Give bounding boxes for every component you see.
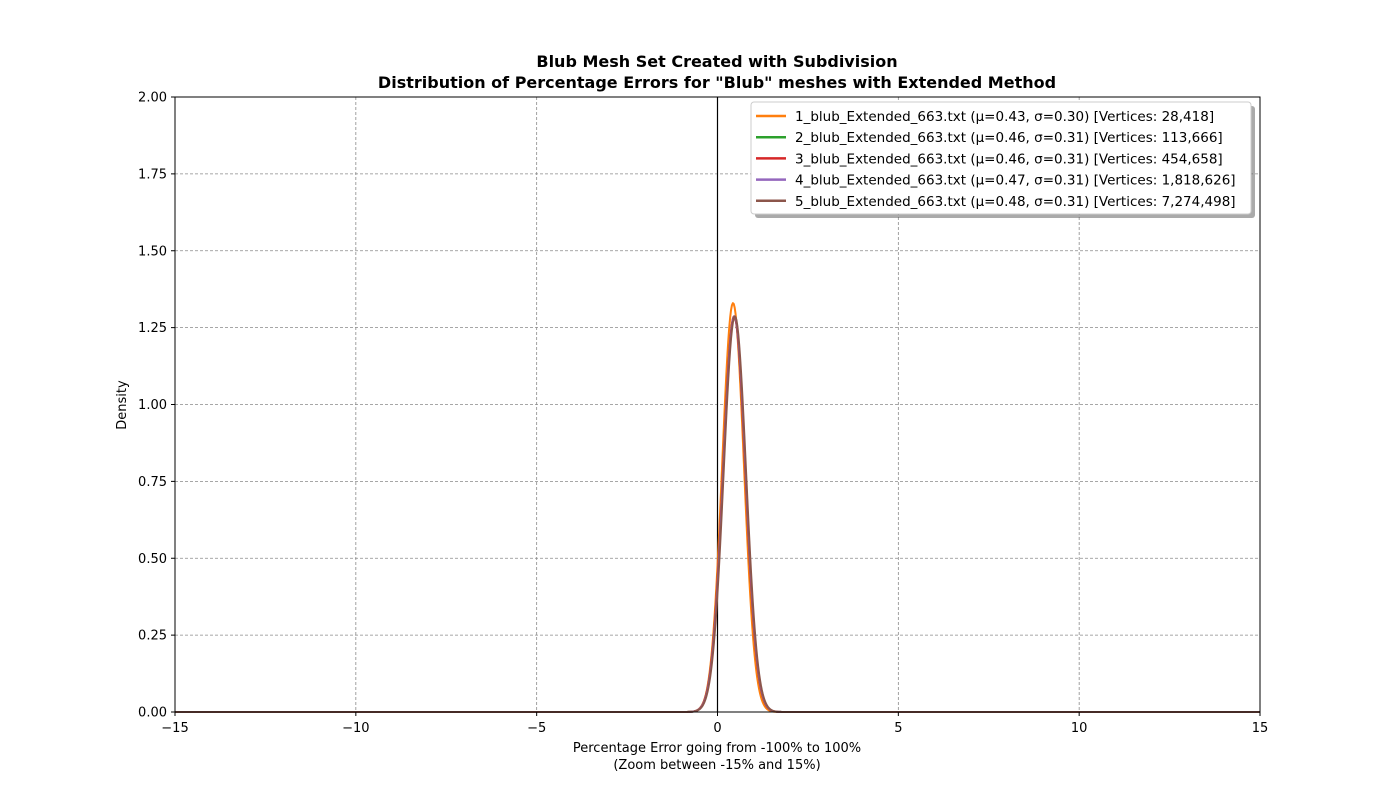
chart-title: Blub Mesh Set Created with Subdivision xyxy=(536,52,897,71)
y-axis-label: Density xyxy=(115,380,130,430)
x-tick-label: 10 xyxy=(1071,721,1088,736)
legend-label-1: 1_blub_Extended_663.txt (μ=0.43, σ=0.30)… xyxy=(795,109,1214,125)
legend-label-5: 5_blub_Extended_663.txt (μ=0.48, σ=0.31)… xyxy=(795,194,1236,210)
legend-entries: 1_blub_Extended_663.txt (μ=0.43, σ=0.30)… xyxy=(756,109,1236,210)
y-tick-label: 0.25 xyxy=(138,629,167,644)
chart-subtitle: Distribution of Percentage Errors for "B… xyxy=(378,73,1056,92)
y-tick-label: 1.00 xyxy=(138,398,167,413)
y-tick-label: 0.00 xyxy=(138,706,167,721)
legend-label-3: 3_blub_Extended_663.txt (μ=0.46, σ=0.31)… xyxy=(795,151,1223,167)
x-tick-label: 5 xyxy=(894,721,902,736)
y-tick-label: 1.25 xyxy=(138,321,167,336)
legend-box xyxy=(750,101,1252,215)
x-axis-sublabel: (Zoom between -15% and 15%) xyxy=(613,758,820,773)
legend-label-2: 2_blub_Extended_663.txt (μ=0.46, σ=0.31)… xyxy=(795,130,1223,146)
y-axis-ticks: 0.00 0.25 0.50 0.75 1.00 1.25 1.50 1.75 2.00 xyxy=(138,91,175,721)
x-tick-label: −15 xyxy=(161,721,188,736)
y-tick-label: 0.75 xyxy=(138,475,167,490)
x-tick-label: 15 xyxy=(1252,721,1269,736)
x-axis-ticks: −15 −10 −5 0 5 10 15 xyxy=(161,712,1268,736)
y-tick-label: 0.50 xyxy=(138,552,167,567)
x-tick-label: −5 xyxy=(527,721,546,736)
legend-label-4: 4_blub_Extended_663.txt (μ=0.47, σ=0.31)… xyxy=(795,173,1236,189)
y-tick-label: 2.00 xyxy=(138,91,167,106)
x-tick-label: 0 xyxy=(713,721,721,736)
x-tick-label: −10 xyxy=(342,721,369,736)
y-tick-label: 1.75 xyxy=(138,167,167,182)
legend: 1_blub_Extended_663.txt (μ=0.43, σ=0.30)… xyxy=(750,101,1255,218)
y-tick-label: 1.50 xyxy=(138,244,167,259)
x-axis-label: Percentage Error going from -100% to 100… xyxy=(573,741,861,756)
